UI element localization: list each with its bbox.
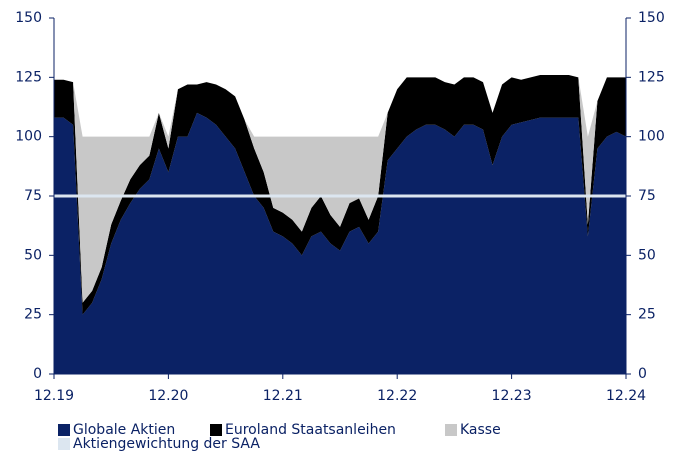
y2-tick-label: 75 [638, 188, 656, 204]
x-tick-label: 12.19 [34, 388, 74, 404]
y2-tick-label: 100 [638, 129, 665, 145]
y-tick-label: 150 [15, 10, 42, 26]
y2-tick-label: 125 [638, 69, 665, 85]
x-tick-label: 12.23 [492, 388, 532, 404]
legend-label: Aktiengewichtung der SAA [73, 436, 260, 452]
y-tick-label: 25 [24, 307, 42, 323]
area [54, 112, 626, 374]
x-tick-label: 12.21 [263, 388, 303, 404]
y2-tick-label: 25 [638, 307, 656, 323]
y2-tick-label: 50 [638, 247, 656, 263]
x-tick-label: 12.24 [606, 388, 646, 404]
legend-label: Kasse [460, 422, 501, 438]
legend-swatch [210, 424, 222, 436]
y-tick-label: 50 [24, 247, 42, 263]
y-tick-label: 0 [33, 366, 42, 382]
legend-label: Euroland Staatsanleihen [225, 422, 396, 438]
legend-swatch [58, 438, 70, 450]
legend-swatch [445, 424, 457, 436]
x-tick-label: 12.22 [377, 388, 417, 404]
y-tick-label: 100 [15, 129, 42, 145]
y-tick-label: 75 [24, 188, 42, 204]
y2-tick-label: 150 [638, 10, 665, 26]
legend-swatch [58, 424, 70, 436]
area [54, 74, 626, 315]
y2-tick-label: 0 [638, 366, 647, 382]
legend-label: Globale Aktien [73, 422, 175, 438]
area [54, 74, 626, 303]
y-tick-label: 125 [15, 69, 42, 85]
x-tick-label: 12.20 [148, 388, 188, 404]
